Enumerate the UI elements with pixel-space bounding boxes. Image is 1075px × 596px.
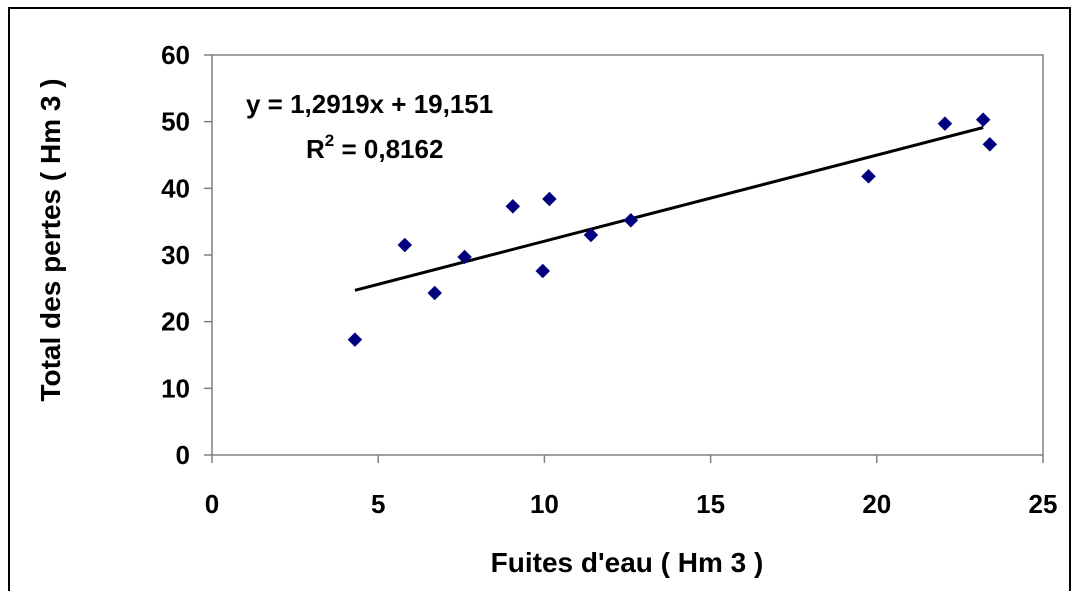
y-tick-label: 30 [161, 240, 190, 270]
plot-area [211, 54, 1044, 456]
trendline [354, 126, 984, 292]
x-axis-title: Fuites d'eau ( Hm 3 ) [491, 547, 764, 578]
data-point-marker [457, 249, 472, 265]
data-point-marker [505, 198, 521, 214]
r-squared-prefix: R [306, 134, 325, 164]
data-point-marker [861, 168, 876, 184]
r-squared-superscript: 2 [325, 131, 334, 150]
y-tick-label: 20 [161, 307, 190, 337]
x-tick-label: 20 [862, 489, 891, 519]
x-tick-label: 5 [371, 489, 385, 519]
x-tick-label: 15 [696, 489, 725, 519]
data-point-marker [397, 237, 413, 253]
y-tick-label: 10 [161, 373, 190, 403]
y-tick-label: 50 [161, 107, 190, 137]
x-axis-ticks: 0 5 10 15 20 25 [205, 455, 1058, 519]
data-point-marker [583, 227, 599, 243]
y-axis-title: Total des pertes ( Hm 3 ) [35, 78, 66, 401]
data-points [347, 112, 998, 348]
data-point-marker [937, 116, 953, 132]
x-tick-label: 25 [1029, 489, 1058, 519]
data-point-marker [623, 212, 639, 228]
data-point-marker [542, 191, 557, 207]
r-squared-label: R2 = 0,8162 [306, 131, 443, 164]
data-point-marker [982, 136, 998, 152]
data-point-marker [535, 263, 551, 279]
y-tick-label: 40 [161, 173, 190, 203]
y-axis-ticks: 0 10 20 30 40 50 60 [161, 40, 212, 470]
x-tick-label: 0 [205, 489, 219, 519]
data-point-marker [347, 332, 363, 348]
trendline-equation: y = 1,2919x + 19,151 [246, 89, 493, 119]
x-tick-label: 10 [530, 489, 559, 519]
data-point-marker [975, 112, 991, 128]
data-point-marker [427, 285, 443, 301]
y-tick-label: 60 [161, 40, 190, 70]
y-tick-label: 0 [176, 440, 190, 470]
r-squared-value: = 0,8162 [334, 134, 443, 164]
